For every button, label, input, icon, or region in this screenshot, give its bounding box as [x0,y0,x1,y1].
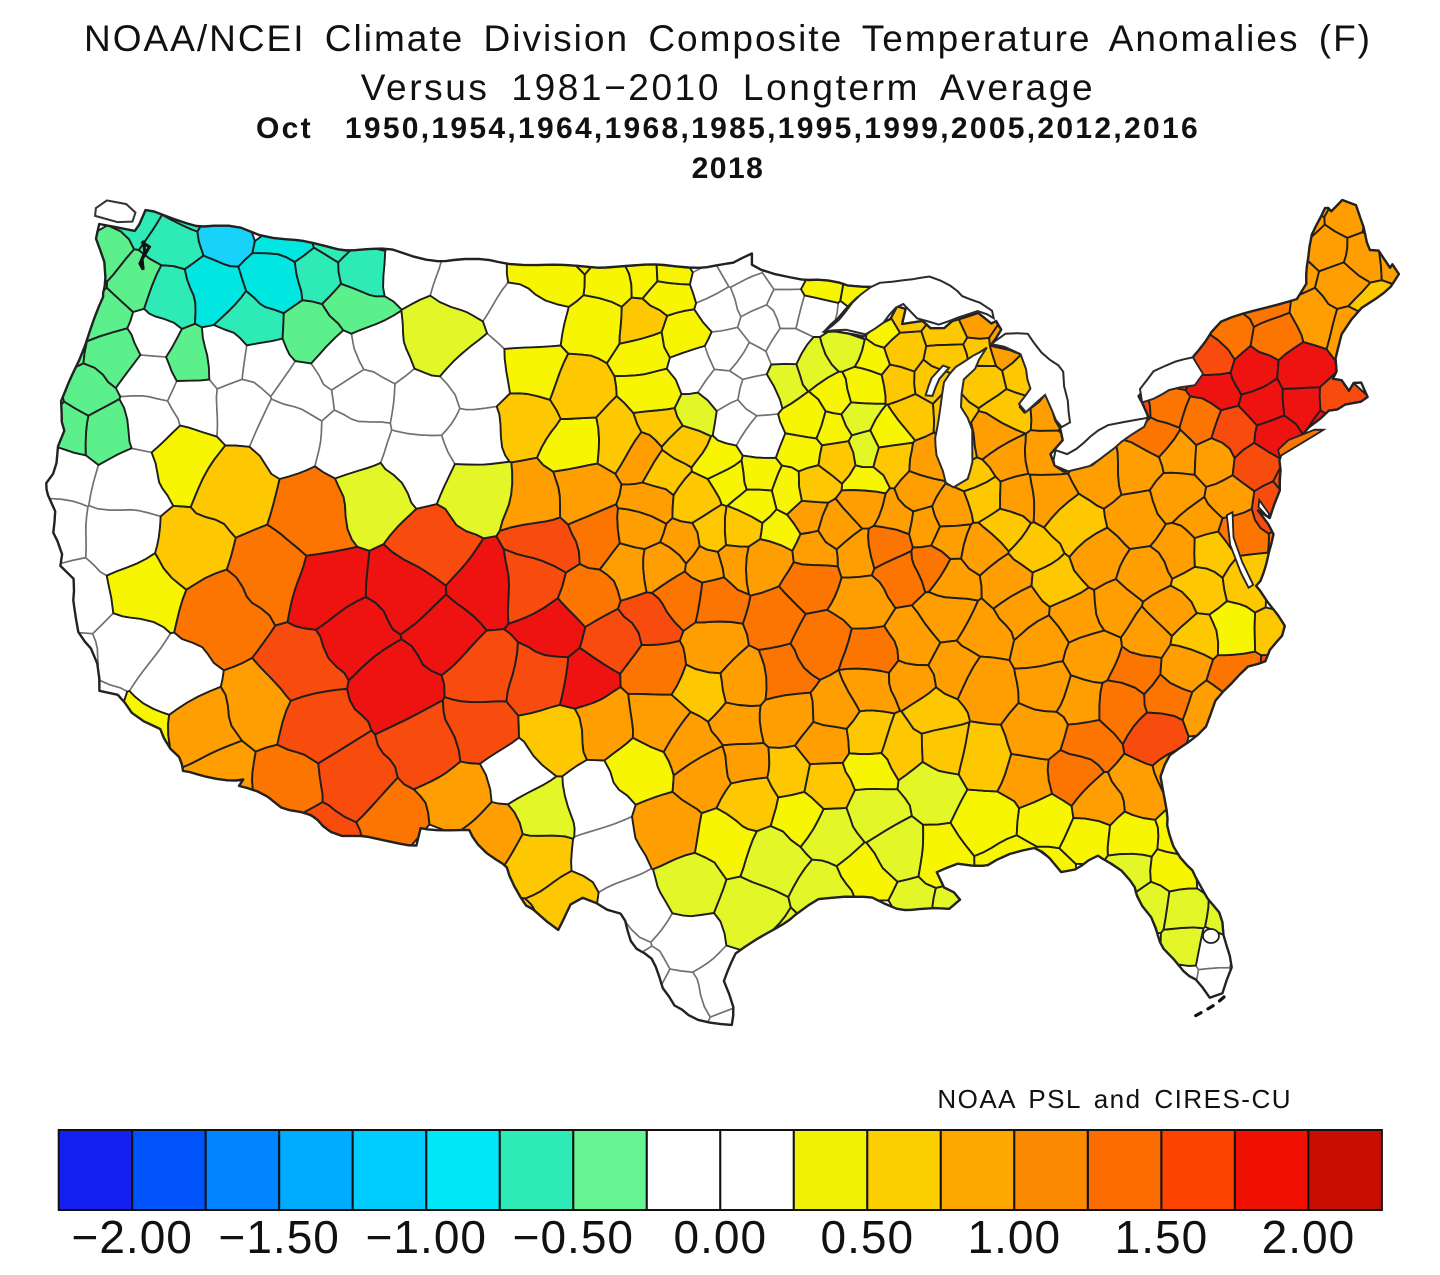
svg-text:0.50: 0.50 [821,1211,915,1263]
svg-text:−2.00: −2.00 [71,1211,192,1263]
svg-text:−0.50: −0.50 [513,1211,634,1263]
svg-text:Oct 1950,1954,1964,1968,1985: Oct 1950,1954,1964,1968,1985,1995,1999,2… [256,112,1200,145]
svg-text:−1.00: −1.00 [366,1211,487,1263]
svg-text:NOAA/NCEI Climate Division Com: NOAA/NCEI Climate Division Composite Tem… [84,18,1372,59]
svg-text:2.00: 2.00 [1262,1211,1356,1263]
svg-text:1.00: 1.00 [968,1211,1062,1263]
svg-text:Versus 1981−2010 Longterm Aver: Versus 1981−2010 Longterm Average [361,67,1095,108]
svg-text:1.50: 1.50 [1115,1211,1209,1263]
svg-text:2018: 2018 [692,152,765,185]
svg-text:0.00: 0.00 [674,1211,768,1263]
svg-text:−1.50: −1.50 [218,1211,339,1263]
svg-text:NOAA PSL and CIRES-CU: NOAA PSL and CIRES-CU [937,1084,1292,1114]
